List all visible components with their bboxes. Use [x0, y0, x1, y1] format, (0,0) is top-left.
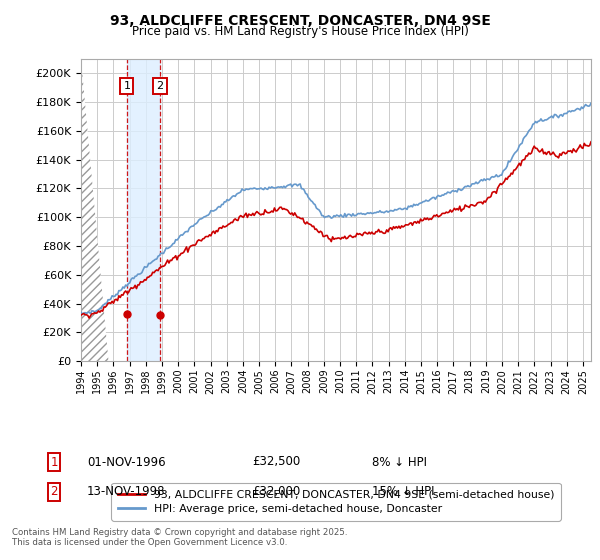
Polygon shape: [81, 59, 109, 361]
Bar: [127, 59, 160, 361]
Text: 01-NOV-1996: 01-NOV-1996: [87, 455, 166, 469]
Text: 15% ↓ HPI: 15% ↓ HPI: [372, 485, 434, 498]
Text: £32,000: £32,000: [252, 485, 300, 498]
Text: £32,500: £32,500: [252, 455, 300, 469]
Text: 1: 1: [124, 81, 130, 91]
Text: 93, ALDCLIFFE CRESCENT, DONCASTER, DN4 9SE: 93, ALDCLIFFE CRESCENT, DONCASTER, DN4 9…: [110, 14, 490, 28]
Text: 13-NOV-1998: 13-NOV-1998: [87, 485, 166, 498]
Legend: 93, ALDCLIFFE CRESCENT, DONCASTER, DN4 9SE (semi-detached house), HPI: Average p: 93, ALDCLIFFE CRESCENT, DONCASTER, DN4 9…: [112, 483, 560, 521]
Text: Contains HM Land Registry data © Crown copyright and database right 2025.
This d: Contains HM Land Registry data © Crown c…: [12, 528, 347, 547]
Text: Price paid vs. HM Land Registry's House Price Index (HPI): Price paid vs. HM Land Registry's House …: [131, 25, 469, 38]
Text: 2: 2: [50, 485, 58, 498]
Text: 1: 1: [50, 455, 58, 469]
Text: 2: 2: [157, 81, 163, 91]
Text: 8% ↓ HPI: 8% ↓ HPI: [372, 455, 427, 469]
